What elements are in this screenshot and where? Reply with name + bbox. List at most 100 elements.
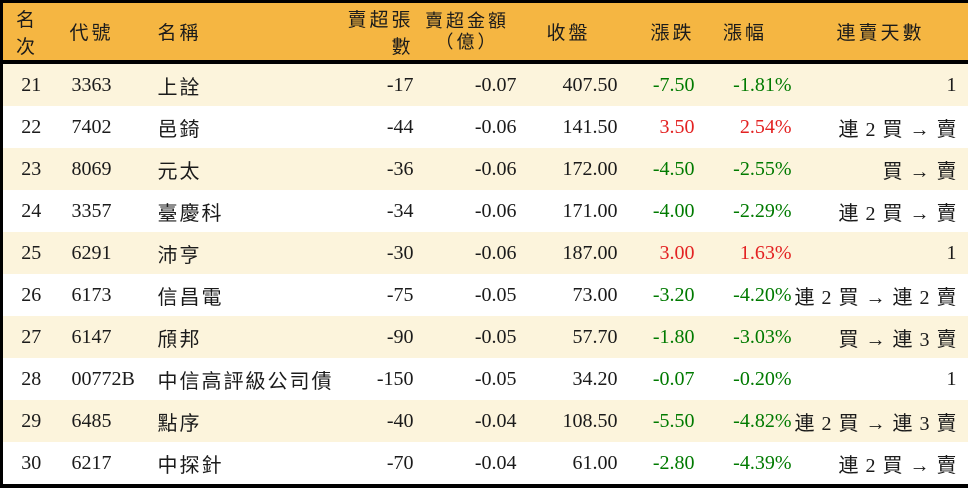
col-header-code: 代號 [59, 1, 148, 64]
cell-close: 407.50 [562, 73, 618, 96]
cell-close: 73.00 [572, 283, 618, 306]
cell-rank: 29 [21, 409, 42, 432]
cell-change-pct: -4.82% [733, 409, 792, 432]
cell-close: 187.00 [562, 241, 618, 264]
cell-sell-amount: -0.06 [474, 115, 517, 138]
cell-close: 34.20 [572, 367, 618, 390]
cell-name: 上詮 [157, 76, 202, 99]
cell-sell-shares: -34 [386, 199, 414, 222]
cell-rank: 21 [21, 73, 42, 96]
cell-close: 141.50 [562, 115, 618, 138]
cell-sell-amount: -0.06 [474, 241, 517, 264]
cell-change-pct: -4.39% [733, 451, 792, 474]
table-row: 22 7402 邑錡 -44 -0.06 141.50 3.50 2.54% 連 2 買 → 賣 [1, 106, 968, 148]
cell-code: 7402 [71, 115, 112, 138]
cell-change: -1.80 [652, 325, 695, 348]
cell-rank: 26 [21, 283, 42, 306]
col-header-sell-shares: 賣超張數 [333, 1, 416, 64]
col-header-sell-amount: 賣超金額 （億） [415, 1, 519, 64]
cell-change-pct: -3.03% [733, 325, 792, 348]
cell-name: 中探針 [157, 454, 224, 477]
cell-close: 61.00 [572, 451, 618, 474]
cell-sell-shares: -150 [376, 367, 414, 390]
cell-code: 6291 [71, 241, 112, 264]
table-row: 26 6173 信昌電 -75 -0.05 73.00 -3.20 -4.20% 連 2 買 →… [1, 274, 968, 316]
cell-name: 臺慶科 [157, 202, 224, 225]
cell-sell-shares: -44 [386, 115, 414, 138]
cell-sell-amount: -0.05 [474, 283, 517, 306]
cell-sell-shares: -30 [386, 241, 414, 264]
cell-sell-amount: -0.04 [474, 409, 517, 432]
cell-rank: 30 [21, 451, 42, 474]
cell-change-pct: -2.29% [733, 199, 792, 222]
col-header-close: 收盤 [518, 1, 619, 64]
cell-rank: 22 [21, 115, 42, 138]
cell-change-pct: -1.81% [733, 73, 792, 96]
cell-streak: 1 [946, 367, 958, 390]
cell-change: -4.00 [652, 199, 695, 222]
cell-streak: 連 2 買 → 連 2 賣 [794, 286, 958, 309]
cell-sell-shares: -90 [386, 325, 414, 348]
cell-code: 3357 [71, 199, 112, 222]
table-row: 23 8069 元太 -36 -0.06 172.00 -4.50 -2.55% 買 → 賣 [1, 148, 968, 190]
cell-code: 3363 [71, 73, 112, 96]
col-header-sell-amount-line1: 賣超金額 [425, 10, 509, 31]
col-header-sell-amount-line2: （億） [435, 31, 499, 52]
table-body: 21 3363 上詮 -17 -0.07 407.50 -7.50 -1.81% 1 22 7402… [1, 62, 968, 486]
cell-code: 6147 [71, 325, 112, 348]
cell-change-pct: -0.20% [733, 367, 792, 390]
cell-sell-shares: -36 [386, 157, 414, 180]
cell-streak: 1 [946, 73, 958, 96]
cell-change: -5.50 [652, 409, 695, 432]
cell-rank: 24 [21, 199, 42, 222]
col-header-name: 名稱 [147, 1, 334, 64]
table-row: 30 6217 中探針 -70 -0.04 61.00 -2.80 -4.39% 連 2 買 →… [1, 442, 968, 486]
cell-change-pct: -2.55% [733, 157, 792, 180]
cell-streak: 連 2 買 → 賣 [838, 454, 958, 477]
col-header-streak: 連賣天數 [793, 1, 968, 64]
cell-code: 00772B [71, 367, 135, 390]
cell-close: 108.50 [562, 409, 618, 432]
cell-streak: 連 2 買 → 賣 [838, 118, 958, 141]
cell-name: 中信高評級公司債 [157, 370, 334, 393]
cell-sell-amount: -0.06 [474, 199, 517, 222]
cell-sell-shares: -17 [386, 73, 414, 96]
cell-sell-shares: -75 [386, 283, 414, 306]
cell-code: 6485 [71, 409, 112, 432]
cell-change: -3.20 [652, 283, 695, 306]
cell-name: 沛亨 [157, 244, 202, 267]
table-row: 29 6485 點序 -40 -0.04 108.50 -5.50 -4.82% 連 2 買 →… [1, 400, 968, 442]
cell-change: -0.07 [652, 367, 695, 390]
cell-streak: 買 → 連 3 賣 [838, 328, 958, 351]
col-header-change: 漲跌 [618, 1, 697, 64]
cell-close: 57.70 [572, 325, 618, 348]
cell-rank: 27 [21, 325, 42, 348]
cell-change-pct: 1.63% [739, 241, 792, 264]
cell-sell-amount: -0.06 [474, 157, 517, 180]
cell-sell-amount: -0.04 [474, 451, 517, 474]
cell-close: 171.00 [562, 199, 618, 222]
table-row: 25 6291 沛亨 -30 -0.06 187.00 3.00 1.63% 1 [1, 232, 968, 274]
cell-rank: 28 [21, 367, 42, 390]
cell-change: -2.80 [652, 451, 695, 474]
cell-streak: 連 2 買 → 賣 [838, 202, 958, 225]
cell-sell-amount: -0.07 [474, 73, 517, 96]
table-row: 28 00772B 中信高評級公司債 -150 -0.05 34.20 -0.07 -0.20… [1, 358, 968, 400]
cell-streak: 連 2 買 → 連 3 賣 [794, 412, 958, 435]
cell-change: 3.50 [659, 115, 695, 138]
table-row: 24 3357 臺慶科 -34 -0.06 171.00 -4.00 -2.29% 連 2 買 … [1, 190, 968, 232]
cell-streak: 買 → 賣 [882, 160, 958, 183]
cell-code: 6217 [71, 451, 112, 474]
cell-sell-shares: -40 [386, 409, 414, 432]
table-header: 名次 代號 名稱 賣超張數 賣超金額 （億） 收盤 漲跌 漲幅 連賣天數 [1, 1, 968, 64]
cell-change: -7.50 [652, 73, 695, 96]
cell-code: 6173 [71, 283, 112, 306]
cell-streak: 1 [946, 241, 958, 264]
cell-change: -4.50 [652, 157, 695, 180]
cell-name: 頎邦 [157, 328, 202, 351]
cell-change: 3.00 [659, 241, 695, 264]
cell-name: 元太 [157, 160, 202, 183]
col-header-rank: 名次 [1, 1, 60, 64]
